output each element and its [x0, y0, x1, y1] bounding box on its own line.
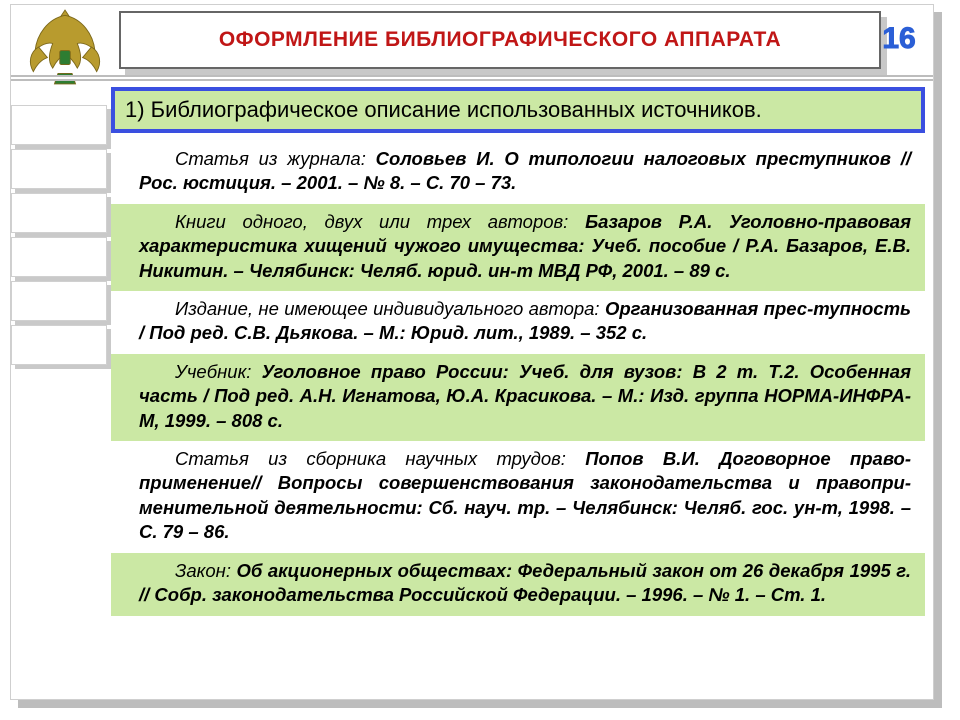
- side-stubs: [11, 105, 107, 369]
- header-rule: [11, 75, 933, 81]
- page-number: 16: [877, 13, 921, 65]
- entries-list: Статья из журнала: Соловьев И. О типолог…: [111, 141, 925, 616]
- header-title-box: ОФОРМЛЕНИЕ БИБЛИОГРАФИЧЕСКОГО АППАРАТА: [119, 11, 881, 69]
- content: 1) Библиографическое описание использова…: [111, 87, 925, 697]
- subtitle-box: 1) Библиографическое описание использова…: [111, 87, 925, 133]
- entry-body: Уголовное право России: Учеб. для вузов:…: [139, 361, 911, 431]
- side-stub: [11, 325, 107, 365]
- entry-kind: Учебник:: [175, 361, 251, 382]
- header-title: ОФОРМЛЕНИЕ БИБЛИОГРАФИЧЕСКОГО АППАРАТА: [219, 28, 781, 52]
- side-stub: [11, 105, 107, 145]
- entry-body: Об акционерных обществах: Федеральный за…: [139, 560, 911, 605]
- entry-kind: Статья из сборника научных трудов:: [175, 448, 566, 469]
- bibliography-entry: Статья из журнала: Соловьев И. О типолог…: [111, 141, 925, 204]
- entry-kind: Книги одного, двух или трех авторов:: [175, 211, 568, 232]
- entry-kind: Закон:: [175, 560, 231, 581]
- bibliography-entry: Закон: Об акционерных обществах: Федерал…: [111, 553, 925, 616]
- side-stub: [11, 281, 107, 321]
- header: ОФОРМЛЕНИЕ БИБЛИОГРАФИЧЕСКОГО АППАРАТА 1…: [11, 5, 933, 83]
- bibliography-entry: Издание, не имеющее индивидуального авто…: [111, 291, 925, 354]
- side-stub: [11, 149, 107, 189]
- bibliography-entry: Книги одного, двух или трех авторов: Баз…: [111, 204, 925, 291]
- side-stub: [11, 193, 107, 233]
- bibliography-entry: Статья из сборника научных трудов: Попов…: [111, 441, 925, 553]
- slide: ОФОРМЛЕНИЕ БИБЛИОГРАФИЧЕСКОГО АППАРАТА 1…: [10, 4, 934, 700]
- entry-kind: Статья из журнала:: [175, 148, 366, 169]
- entry-kind: Издание, не имеющее индивидуального авто…: [175, 298, 600, 319]
- side-stub: [11, 237, 107, 277]
- subtitle: 1) Библиографическое описание использова…: [125, 97, 762, 122]
- bibliography-entry: Учебник: Уголовное право России: Учеб. д…: [111, 354, 925, 441]
